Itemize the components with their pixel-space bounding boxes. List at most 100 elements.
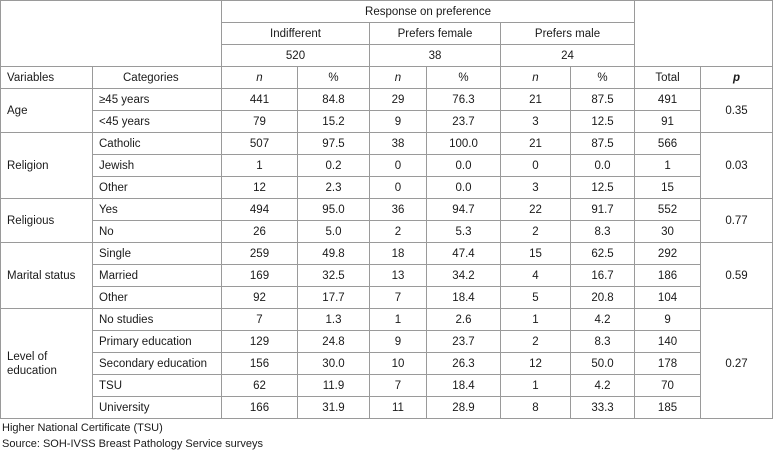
category-cell: Yes — [92, 198, 222, 221]
category-cell: Other — [92, 176, 222, 199]
total-cell: 185 — [634, 396, 702, 419]
n-indifferent-cell: 494 — [221, 198, 298, 221]
variable-cell: Religious — [0, 198, 93, 243]
n-indifferent-cell: 441 — [221, 88, 298, 111]
n-prefers-female-cell: 9 — [369, 330, 427, 353]
n-prefers-female-cell: 7 — [369, 286, 427, 309]
table-row: TSU 62 11.9 7 18.4 1 4.2 70 — [1, 374, 773, 397]
p-value-cell: 0.35 — [700, 88, 773, 133]
table-row: Secondary education 156 30.0 10 26.3 12 50.0 17… — [1, 352, 773, 375]
table-row: Level of education No studies 7 1.3 1 2.6 1 4.2… — [0, 308, 773, 419]
n-prefers-male-cell: 12 — [500, 352, 571, 375]
table-row: No 26 5.0 2 5.3 2 8.3 30 — [1, 220, 773, 243]
pct-indifferent-cell: 30.0 — [297, 352, 370, 375]
col-header-pct: % — [569, 66, 636, 89]
category-cell: ≥45 years — [92, 88, 222, 111]
pct-prefers-male-cell: 33.3 — [569, 396, 636, 419]
pct-prefers-female-cell: 47.4 — [426, 242, 501, 265]
pct-prefers-female-cell: 18.4 — [426, 374, 501, 397]
p-value-cell: 0.77 — [700, 198, 773, 243]
pct-prefers-male-cell: 4.2 — [569, 308, 636, 331]
group-total-prefers-female: 38 — [369, 44, 501, 67]
category-cell: <45 years — [92, 110, 222, 133]
pct-prefers-female-cell: 0.0 — [426, 176, 501, 199]
group-header-indifferent: Indifferent — [221, 22, 370, 45]
pct-prefers-female-cell: 26.3 — [426, 352, 501, 375]
table-row: Age ≥45 years 441 84.8 29 76.3 21 87.5 491 0.35 — [0, 88, 773, 133]
pct-prefers-male-cell: 87.5 — [569, 132, 636, 155]
n-indifferent-cell: 156 — [221, 352, 298, 375]
total-cell: 292 — [634, 242, 702, 265]
total-cell: 552 — [634, 198, 702, 221]
pct-prefers-male-cell: 20.8 — [569, 286, 636, 309]
col-header-n: n — [500, 66, 571, 89]
n-prefers-male-cell: 8 — [500, 396, 571, 419]
total-cell: 70 — [634, 374, 702, 397]
table-body: Response on preference Indifferent Prefe… — [0, 0, 773, 419]
n-prefers-female-cell: 10 — [369, 352, 427, 375]
variable-cell: Marital status — [0, 242, 93, 309]
pct-prefers-female-cell: 94.7 — [426, 198, 501, 221]
n-prefers-male-cell: 21 — [500, 132, 571, 155]
pct-prefers-female-cell: 23.7 — [426, 330, 501, 353]
col-header-n: n — [221, 66, 298, 89]
pct-prefers-male-cell: 87.5 — [569, 88, 636, 111]
n-indifferent-cell: 92 — [221, 286, 298, 309]
pct-indifferent-cell: 1.3 — [297, 308, 370, 331]
pct-prefers-male-cell: 62.5 — [569, 242, 636, 265]
n-prefers-male-cell: 3 — [500, 176, 571, 199]
total-cell: 91 — [634, 110, 702, 133]
p-value-cell: 0.59 — [700, 242, 773, 309]
variable-cell: Religion — [0, 132, 93, 199]
table-row: Jewish 1 0.2 0 0.0 0 0.0 1 — [1, 154, 773, 177]
n-prefers-male-cell: 5 — [500, 286, 571, 309]
category-cell: Single — [92, 242, 222, 265]
group-header-prefers-male: Prefers male — [499, 22, 636, 45]
n-indifferent-cell: 129 — [221, 330, 298, 353]
table-row: Other 92 17.7 7 18.4 5 20.8 104 — [1, 286, 773, 309]
pct-prefers-female-cell: 100.0 — [426, 132, 501, 155]
col-header-n: n — [369, 66, 427, 89]
table-row: University 166 31.9 11 28.9 8 33.3 185 — [1, 396, 773, 419]
table-row: Other 12 2.3 0 0.0 3 12.5 15 — [1, 176, 773, 199]
p-value-cell: 0.27 — [700, 308, 773, 419]
pct-prefers-female-cell: 18.4 — [426, 286, 501, 309]
pct-indifferent-cell: 2.3 — [297, 176, 370, 199]
category-cell: TSU — [92, 374, 222, 397]
n-prefers-male-cell: 4 — [500, 264, 571, 287]
col-header-pct: % — [297, 66, 370, 89]
n-indifferent-cell: 166 — [221, 396, 298, 419]
variable-cell: Level of education — [0, 308, 93, 419]
pct-prefers-male-cell: 12.5 — [569, 110, 636, 133]
category-cell: University — [92, 396, 222, 419]
pct-prefers-male-cell: 91.7 — [569, 198, 636, 221]
variable-cell: Age — [0, 88, 93, 133]
total-cell: 104 — [634, 286, 702, 309]
pct-indifferent-cell: 24.8 — [297, 330, 370, 353]
n-prefers-male-cell: 2 — [500, 220, 571, 243]
n-prefers-female-cell: 0 — [369, 154, 427, 177]
pct-indifferent-cell: 31.9 — [297, 396, 370, 419]
n-prefers-male-cell: 22 — [500, 198, 571, 221]
n-indifferent-cell: 7 — [221, 308, 298, 331]
n-prefers-female-cell: 18 — [369, 242, 427, 265]
col-header-categories: Categories — [92, 66, 222, 89]
n-prefers-male-cell: 2 — [500, 330, 571, 353]
empty-header-cell-right — [634, 0, 773, 67]
category-cell: Catholic — [92, 132, 222, 155]
n-prefers-female-cell: 36 — [369, 198, 427, 221]
n-prefers-female-cell: 1 — [369, 308, 427, 331]
pct-indifferent-cell: 15.2 — [297, 110, 370, 133]
n-prefers-female-cell: 38 — [369, 132, 427, 155]
n-indifferent-cell: 169 — [221, 264, 298, 287]
n-prefers-female-cell: 2 — [369, 220, 427, 243]
header-row-response: Response on preference — [0, 0, 773, 67]
table-row: Marital status Single 259 49.8 18 47.4 15 62.5 2… — [0, 242, 773, 309]
header-row-totals: 520 38 24 — [1, 44, 773, 67]
category-cell: Other — [92, 286, 222, 309]
pct-indifferent-cell: 32.5 — [297, 264, 370, 287]
table-row: Primary education 129 24.8 9 23.7 2 8.3 140 — [1, 330, 773, 353]
total-cell: 186 — [634, 264, 702, 287]
pct-prefers-male-cell: 0.0 — [569, 154, 636, 177]
n-prefers-female-cell: 11 — [369, 396, 427, 419]
